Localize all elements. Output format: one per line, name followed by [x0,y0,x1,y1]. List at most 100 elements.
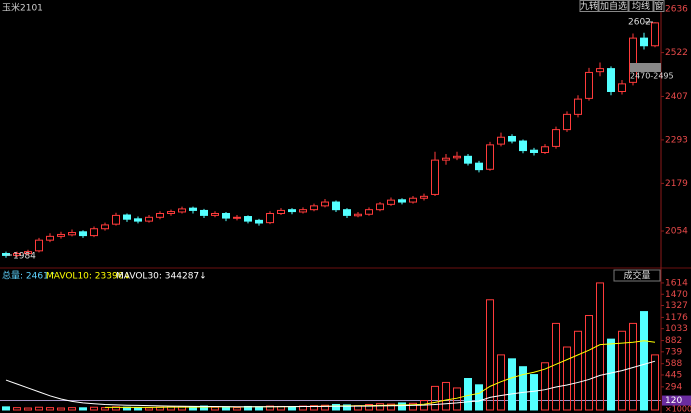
candle-body [24,251,32,255]
volume-bar [24,407,32,411]
candle-body [13,253,21,256]
y-tick-label: 882 [665,336,682,346]
y-tick-label: 2293 [665,135,688,145]
candle-body [354,213,362,217]
candle-body [310,205,318,211]
toolbar-button[interactable] [628,0,654,12]
volume-bar [552,322,560,411]
candle-body [398,199,406,203]
volume-bar [442,381,450,411]
candle-body [200,209,208,216]
volume-bar [464,378,472,411]
annotation: 2602 [628,18,651,28]
candle-body [112,214,120,225]
candle-body [68,232,76,236]
volume-bar [497,354,505,411]
candle-body [486,144,494,170]
candle-body [409,197,417,203]
candle-body [508,135,516,142]
candle-body [46,235,54,241]
volume-bar [68,407,76,411]
candle-body [420,195,428,199]
volume-bar [255,406,263,411]
toolbar-label[interactable]: 九转 [580,0,598,12]
candle-body [618,83,626,92]
volume-bar [112,406,120,411]
y-tick-label: 2522 [665,48,688,58]
candle-body [134,218,142,222]
y-tick-label: 445 [665,370,682,380]
volume-bar [2,406,10,411]
candle-body [431,159,439,195]
candle-body [222,212,230,219]
toolbar-label[interactable]: 窗 [654,0,663,12]
candle-body [79,231,87,237]
indicator-button-label[interactable]: 成交量 [623,270,650,282]
candle-body [497,136,505,145]
candle-body [90,228,98,237]
volume-bar [530,374,538,411]
mavol-line [105,340,656,408]
candle-body [376,203,384,211]
volume-bar [519,366,527,411]
y-tick-label: 2636 [665,5,688,15]
y-tick-label: 294 [665,382,682,392]
candle-body [541,146,549,153]
volume-header: MAVOL30: 344287↓ [116,272,207,282]
annotation: 1984 [13,252,36,262]
candle-body [178,208,186,213]
candle-body [233,216,241,219]
y-tick-label: 120 [665,396,682,406]
volume-bar [398,402,406,411]
y-tick-label: 2407 [665,92,688,102]
volume-bar [46,407,54,411]
candle-body [530,149,538,153]
toolbar-button[interactable] [598,0,629,12]
volume-bar [13,407,21,411]
annotation: 2470-2495 [630,72,674,81]
candle-body [651,22,659,47]
candle-body [387,199,395,205]
candle-body [156,212,164,218]
volume-bar [310,405,318,411]
current-volume-box [662,395,691,406]
volume-bar [134,407,142,411]
candle-body [640,37,648,47]
toolbar-button[interactable] [653,0,665,12]
volume-bar [376,403,384,411]
unit-label: ×1000 [665,405,691,413]
volume-bar [365,403,373,411]
volume-bar [486,299,494,411]
candle-body [211,212,219,216]
candle-body [552,129,560,147]
toolbar-label[interactable]: 均线 [632,0,650,12]
volume-bar [574,330,582,411]
candle-body [475,162,483,171]
candle-body [123,214,131,220]
candle-body [321,201,329,207]
volume-bar [651,354,659,411]
volume-bar [343,404,351,411]
candle-body [255,219,263,224]
candle-body [629,37,637,83]
candle-body [585,71,593,99]
toolbar-button[interactable] [579,0,599,12]
y-tick-label: 1176 [665,313,688,323]
indicator-button[interactable] [613,269,661,282]
volume-header: MAVOL10: 23396↓ [46,272,131,282]
toolbar-label[interactable]: 加自选 [600,0,627,12]
candle-body [244,216,252,222]
volume-bar [387,403,395,411]
volume-bar [57,407,65,411]
candle-body [365,209,373,215]
candle-body [596,68,604,73]
volume-bar [431,385,439,411]
y-tick-label: 2054 [665,227,688,237]
candle-body [563,113,571,131]
volume-bar [541,362,549,411]
y-tick-label: 1327 [665,301,688,311]
y-tick-label: 1033 [665,324,688,334]
price-range-box [630,63,661,72]
